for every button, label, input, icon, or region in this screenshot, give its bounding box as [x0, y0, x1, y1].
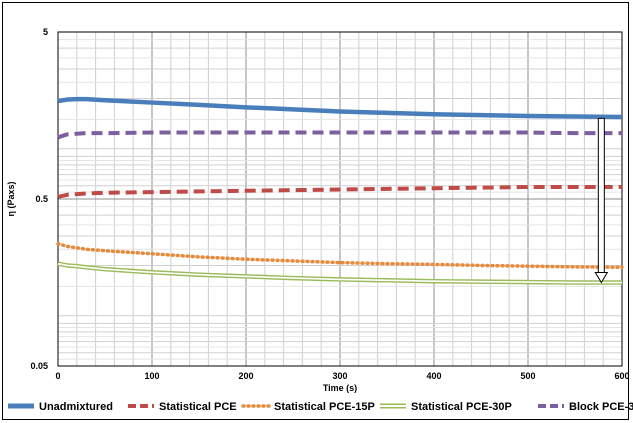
- legend-label: Statistical PCE: [159, 401, 237, 413]
- legend-label: Unadmixtured: [39, 401, 113, 413]
- x-tick-label: 0: [55, 371, 60, 381]
- legend-label: Statistical PCE-30P: [411, 401, 512, 413]
- legend-item-block-pce-30p: Block PCE-30P: [538, 401, 633, 413]
- series-line-statistical-pce: [57, 185, 622, 199]
- x-tick-label: 600: [614, 371, 629, 381]
- x-tick-label: 500: [520, 371, 535, 381]
- legend-label: Statistical PCE-15P: [274, 401, 375, 413]
- series-line-statistical-pce-30p-inner: [57, 262, 622, 284]
- x-tick-label: 300: [332, 371, 347, 381]
- legend-label: Block PCE-30P: [569, 401, 633, 413]
- y-axis-title: η (Paxs): [6, 181, 16, 216]
- series-line-statistical-pce-15p: [56, 241, 624, 270]
- legend-item-statistical-pce: Statistical PCE: [128, 401, 237, 413]
- series-line-block-pce-30p: [57, 130, 622, 140]
- legend-item-statistical-pce-30p: Statistical PCE-30P: [380, 401, 512, 413]
- x-tick-label: 200: [238, 371, 253, 381]
- series-layer: [56, 96, 624, 285]
- x-tick-label: 100: [144, 371, 159, 381]
- y-tick-label: 0.5: [35, 194, 48, 204]
- plot-border: [57, 31, 623, 367]
- chart-frame: [2, 2, 629, 420]
- arrow-shaft: [597, 117, 605, 274]
- y-tick-label: 5: [43, 27, 48, 37]
- annotation-layer: [594, 117, 609, 284]
- legend-item-statistical-pce-15p: Statistical PCE-15P: [241, 401, 375, 413]
- x-axis-title: Time (s): [323, 383, 357, 393]
- legend-item-unadmixtured: Unadmixtured: [8, 401, 113, 413]
- legend: Unadmixtured Statistical PCE Statistical P…: [8, 401, 633, 413]
- y-tick-label: 0.05: [30, 361, 48, 371]
- y-tick-labels: 0.05 0.5 5: [30, 27, 48, 371]
- x-tick-label: 400: [426, 371, 441, 381]
- x-tick-labels: 0 100 200 300 400 500 600: [55, 371, 629, 381]
- series-line-unadmixtured: [57, 96, 623, 120]
- grid: [57, 31, 623, 367]
- arrow-head: [594, 272, 609, 284]
